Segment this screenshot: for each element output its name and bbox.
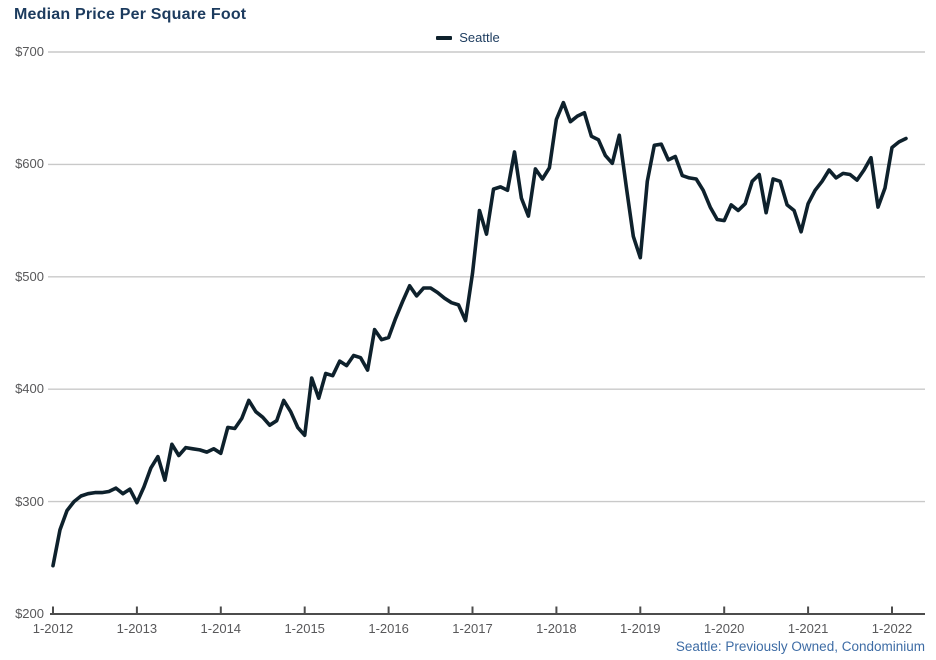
x-axis xyxy=(50,606,925,615)
y-tick-label: $500 xyxy=(15,268,44,284)
x-tick-label: 1-2015 xyxy=(284,621,325,636)
x-tick-label: 1-2022 xyxy=(871,621,913,636)
x-tick-label: 1-2019 xyxy=(620,621,661,636)
gridlines xyxy=(48,51,925,503)
x-tick-label: 1-2017 xyxy=(452,621,493,636)
source-note: Seattle: Previously Owned, Condominium xyxy=(675,639,925,654)
x-tick-label: 1-2012 xyxy=(32,621,74,636)
x-tick-label: 1-2018 xyxy=(536,621,577,636)
y-tick-label: $300 xyxy=(15,493,44,509)
y-tick-label: $700 xyxy=(15,44,44,59)
series-line-seattle xyxy=(51,100,908,568)
y-tick-label: $200 xyxy=(15,606,44,621)
x-tick-label: 1-2014 xyxy=(200,621,242,636)
x-tick-label: 1-2021 xyxy=(787,621,829,636)
y-tick-label: $600 xyxy=(15,156,44,172)
x-tick-label: 1-2020 xyxy=(703,621,745,636)
x-tick-label: 1-2013 xyxy=(116,621,158,636)
page-title: Median Price Per Square Foot xyxy=(14,6,247,23)
series-layer xyxy=(51,100,908,568)
x-tick-label: 1-2016 xyxy=(368,621,409,636)
y-tick-label: $400 xyxy=(15,381,44,397)
